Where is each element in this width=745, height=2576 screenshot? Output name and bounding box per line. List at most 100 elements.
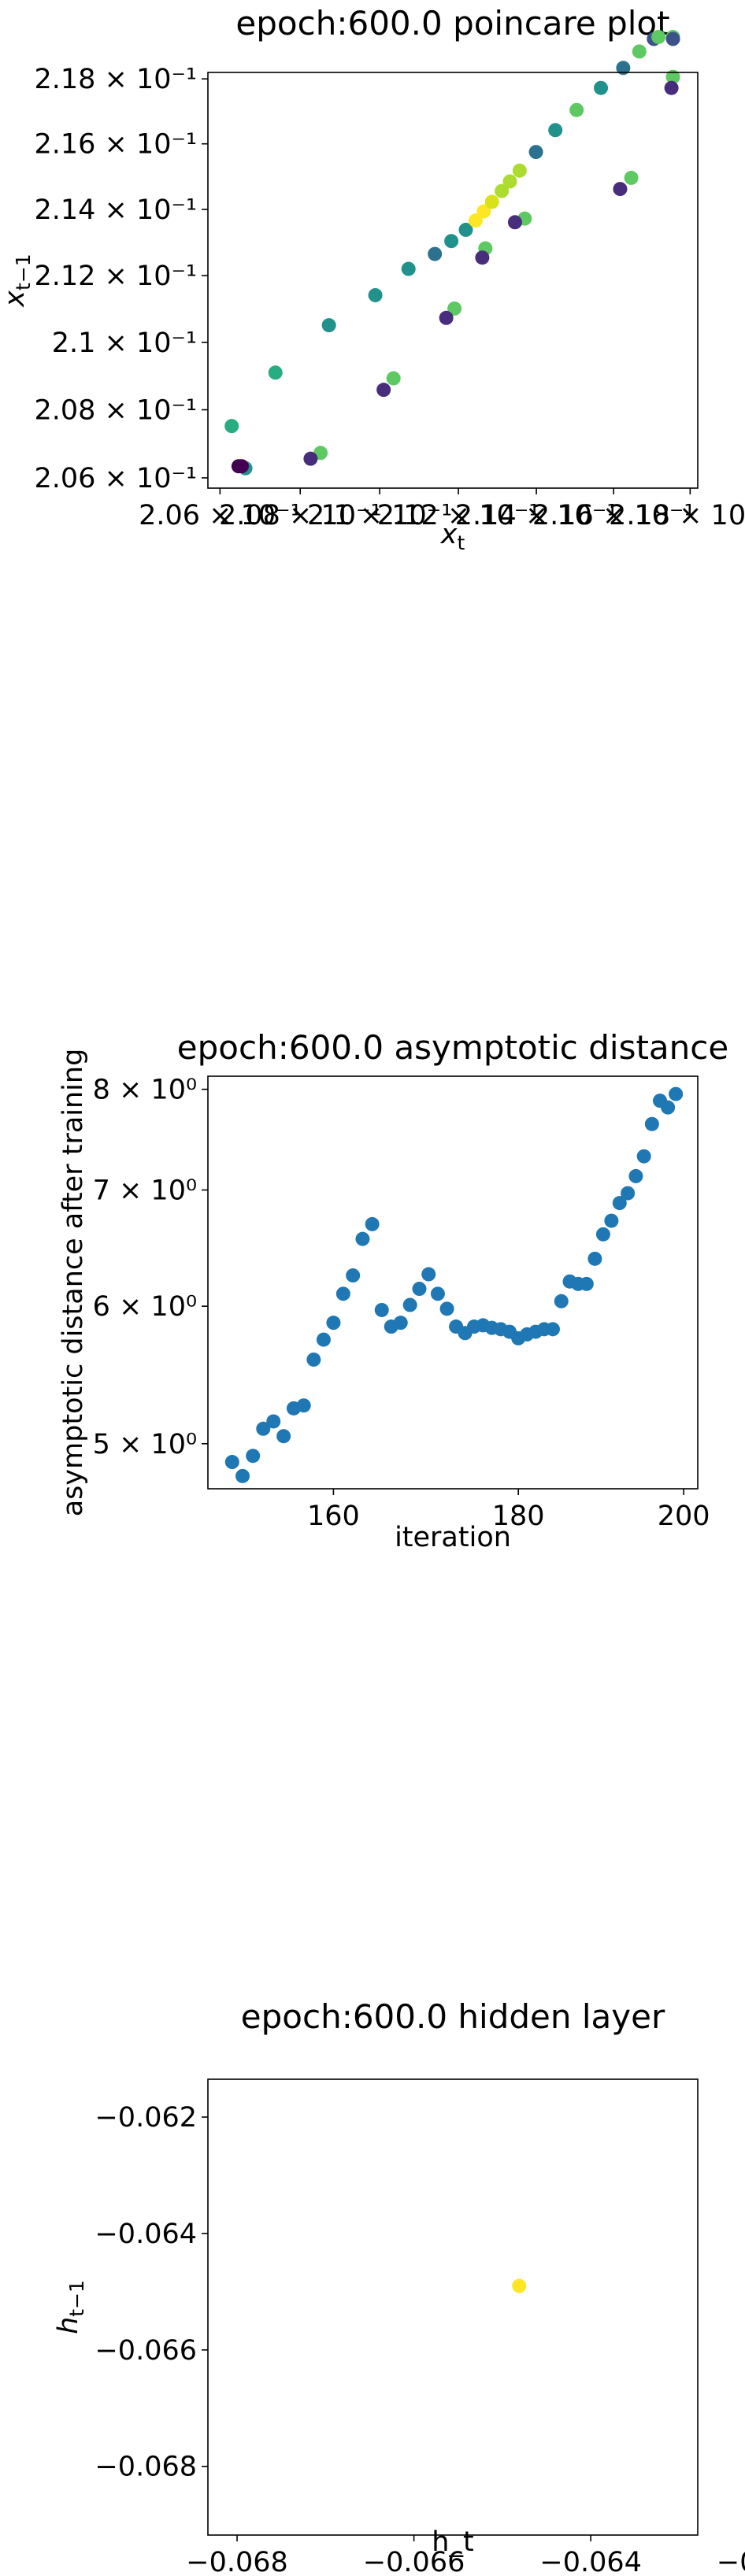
point (386, 371, 401, 386)
point (235, 1468, 250, 1483)
x-tick-label: 180 (492, 1501, 545, 1532)
chart-title: epoch:600.0 poincare plot (235, 4, 669, 43)
x-tick-label: −0.066 (363, 2547, 465, 2573)
point (365, 1216, 380, 1231)
point (402, 1297, 417, 1312)
point (545, 1322, 560, 1337)
y-axis-label-base: h (53, 2317, 84, 2334)
point (303, 451, 318, 466)
point (306, 1352, 321, 1367)
point (374, 1302, 389, 1317)
point (579, 1276, 594, 1291)
point (616, 61, 631, 76)
y-axis-label: ht−1 (53, 2280, 88, 2334)
point (512, 2278, 527, 2293)
point (444, 234, 459, 249)
y-tick-label: 2.14 × 10⁻¹ (34, 194, 197, 226)
point (439, 1301, 454, 1316)
point (447, 301, 462, 316)
point (624, 170, 639, 185)
y-tick-label: 7 × 10⁰ (93, 1175, 197, 1207)
x-tick-label: 2.14 × 10⁻¹ (455, 500, 618, 531)
point (296, 1398, 311, 1413)
x-axis-label-sub: t (457, 531, 465, 554)
point (428, 246, 443, 261)
point (335, 1286, 350, 1301)
point (475, 250, 490, 265)
point (234, 459, 249, 474)
point (256, 1421, 271, 1436)
point (569, 102, 584, 117)
point (632, 44, 647, 59)
x-axis-label: iteration (395, 1522, 511, 1553)
point (276, 1429, 291, 1444)
x-tick-label: 2.06 × 10⁻¹ (139, 500, 302, 531)
y-tick-label: −0.062 (95, 2102, 197, 2134)
x-tick-label: 200 (658, 1501, 710, 1532)
y-tick-label: 2.08 × 10⁻¹ (34, 394, 197, 426)
y-axis-label-sub: t−1 (12, 254, 35, 291)
point (665, 69, 680, 84)
point (246, 1449, 261, 1464)
point (621, 1186, 636, 1201)
point (224, 419, 239, 434)
point (468, 213, 483, 228)
y-tick-label: 6 × 10⁰ (93, 1291, 197, 1323)
x-tick-label: −0.068 (186, 2547, 288, 2573)
point (458, 222, 473, 237)
y-tick-label: 2.18 × 10⁻¹ (34, 64, 197, 95)
point (421, 1267, 436, 1282)
y-axis-label-sub: t−1 (65, 2280, 88, 2317)
x-tick-label: 160 (307, 1501, 360, 1532)
x-axis-label: h_t (432, 2526, 473, 2558)
y-tick-label: −0.066 (95, 2335, 197, 2367)
point (613, 182, 628, 197)
point (376, 383, 391, 398)
y-axis-label: asymptotic distance after training (57, 1049, 89, 1517)
point (439, 310, 454, 325)
y-tick-label: −0.068 (95, 2452, 197, 2483)
point (321, 318, 336, 333)
point (587, 1251, 602, 1266)
y-tick-label: 2.16 × 10⁻¹ (34, 129, 197, 161)
x-axis-label-base: x (440, 519, 458, 550)
x-tick-label: −0.062 (717, 2547, 745, 2573)
point (636, 1149, 651, 1164)
x-tick-label: −0.064 (539, 2547, 642, 2573)
point (651, 29, 666, 44)
x-tick-label: 2.12 × 10⁻¹ (377, 500, 540, 531)
point (665, 31, 680, 46)
point (495, 183, 510, 198)
point (595, 1227, 610, 1242)
point (326, 1316, 341, 1331)
point (355, 1231, 370, 1246)
point (224, 1455, 239, 1470)
point (266, 1414, 281, 1429)
y-axis-label: xt−1 (0, 254, 35, 307)
point (393, 1316, 408, 1331)
y-tick-label: 2.1 × 10⁻¹ (52, 328, 197, 359)
y-tick-label: 8 × 10⁰ (93, 1075, 197, 1106)
point (661, 1100, 676, 1115)
point (528, 145, 543, 160)
point (664, 80, 679, 95)
point (430, 1286, 445, 1301)
point (512, 163, 527, 178)
y-tick-label: 2.06 × 10⁻¹ (34, 463, 197, 494)
point (594, 80, 609, 95)
point (401, 261, 416, 276)
y-tick-label: −0.064 (95, 2219, 197, 2250)
point (604, 1213, 619, 1228)
point (412, 1282, 427, 1297)
point (368, 287, 383, 302)
x-tick-label: 2.08 × 10⁻¹ (219, 500, 382, 531)
plot-frame (207, 72, 699, 489)
y-tick-label: 2.12 × 10⁻¹ (34, 261, 197, 292)
point (268, 365, 283, 380)
point (476, 204, 491, 219)
point (316, 1332, 331, 1347)
point (484, 194, 499, 209)
